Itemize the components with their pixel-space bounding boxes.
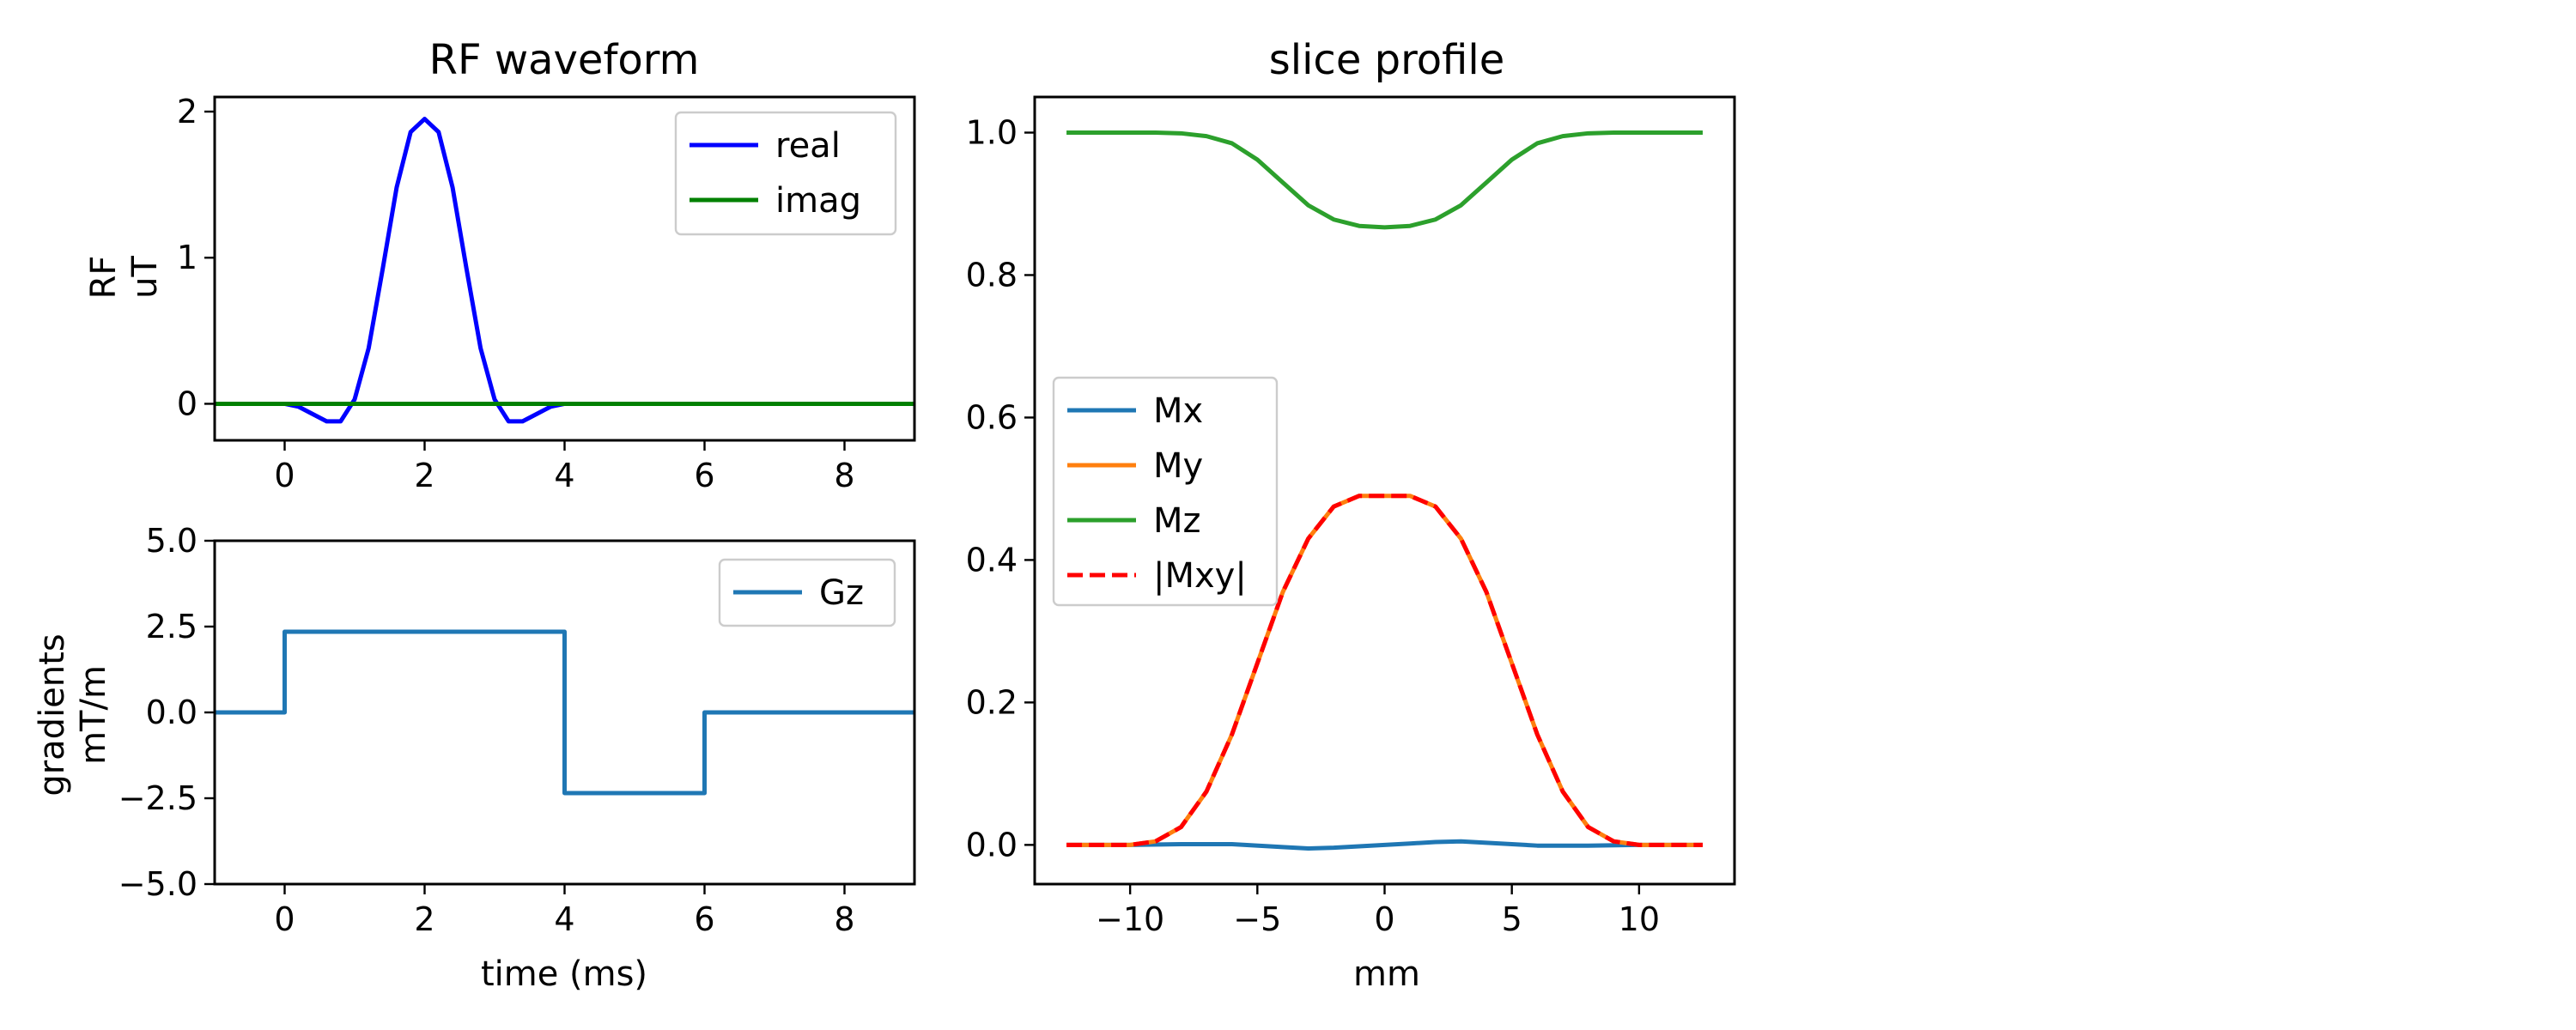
rf-ylabel-line-2: uT: [125, 256, 165, 299]
y-tick-label: 1.0: [966, 113, 1018, 151]
y-tick-label: 0.6: [966, 398, 1018, 436]
y-tick-label: 0: [177, 385, 197, 422]
series-line-real: [215, 117, 914, 424]
legend-label-mxy: |Mxy|: [1153, 556, 1247, 596]
rf-legend: real imag: [674, 111, 897, 236]
legend-box: [718, 558, 896, 627]
x-tick-label: −5: [1233, 900, 1281, 938]
y-tick-label: 2.5: [146, 608, 197, 645]
y-tick-label: −2.5: [118, 779, 197, 817]
grad-legend: Gz: [718, 558, 896, 627]
rf-ylabel-line-1: RF: [84, 256, 124, 300]
y-tick-label: 1: [177, 239, 197, 276]
x-tick-label: 6: [694, 900, 714, 938]
y-tick-label: 0.0: [966, 826, 1018, 863]
grad-xlabel: time (ms): [481, 954, 647, 994]
x-tick-label: 0: [274, 900, 295, 938]
x-tick-label: 0: [274, 457, 295, 494]
legend-label-real: real: [775, 126, 841, 166]
x-tick-label: 5: [1502, 900, 1522, 938]
slice-xlabel: mm: [1353, 954, 1420, 994]
x-tick-label: 10: [1619, 900, 1660, 938]
x-tick-label: 4: [554, 900, 574, 938]
rf-ylabel: RF uT: [84, 256, 165, 300]
y-tick-label: −5.0: [118, 865, 197, 903]
y-tick-label: 0.0: [146, 694, 197, 731]
y-tick-label: 5.0: [146, 522, 197, 560]
rf-plot-title: RF waveform: [429, 36, 700, 84]
y-tick-label: 2: [177, 93, 197, 130]
gradients-plot: time (ms) gradients mT/m 0 2 4 6 8 −5.0 −2.5 0.…: [33, 522, 916, 994]
series-line-mxy: [1066, 494, 1703, 847]
legend-label-mz: Mz: [1153, 501, 1201, 541]
grad-ylabel: gradients mT/m: [33, 633, 113, 796]
series-line-gz: [215, 629, 914, 796]
legend-label-imag: imag: [775, 181, 861, 221]
grad-ylabel-line-2: mT/m: [74, 665, 113, 765]
x-tick-label: 2: [414, 457, 434, 494]
legend-label-mx: Mx: [1153, 391, 1203, 431]
grad-ylabel-line-1: gradients: [33, 633, 72, 796]
x-tick-label: 8: [834, 457, 854, 494]
y-tick-label: 0.8: [966, 256, 1018, 294]
x-tick-label: 6: [694, 457, 714, 494]
x-tick-label: 2: [414, 900, 434, 938]
legend-box: [1052, 376, 1279, 607]
y-tick-label: 0.2: [966, 683, 1018, 721]
legend-label-gz: Gz: [819, 573, 864, 613]
slice-profile-plot: slice profile mm −10 −5 0 5 10 0.0 0.2 0.4 0.6 0.…: [966, 36, 1736, 994]
legend-label-my: My: [1153, 446, 1203, 486]
series-line-mz: [1066, 130, 1703, 230]
x-tick-label: −10: [1096, 900, 1164, 938]
x-tick-label: 4: [554, 457, 574, 494]
slice-legend: Mx My Mz |Mxy|: [1052, 376, 1279, 607]
series-line-mx: [1066, 839, 1703, 851]
x-tick-label: 0: [1374, 900, 1394, 938]
x-tick-label: 8: [834, 900, 854, 938]
slice-plot-title: slice profile: [1269, 36, 1504, 84]
rf-waveform-plot: RF waveform RF uT 0 2 4 6 8 0 1 2 real imag: [84, 36, 916, 494]
y-tick-label: 0.4: [966, 541, 1018, 579]
